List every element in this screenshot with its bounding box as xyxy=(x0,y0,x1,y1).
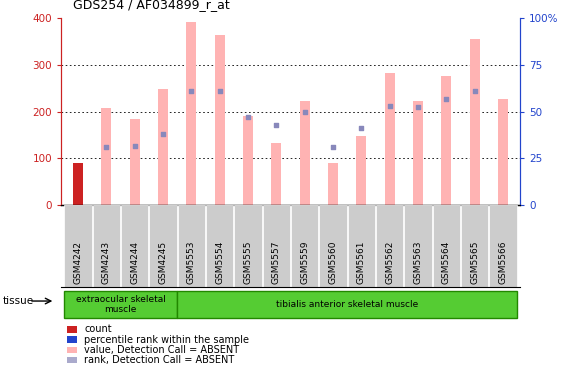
Point xyxy=(300,109,309,115)
Bar xyxy=(356,136,366,205)
Bar xyxy=(130,119,139,205)
Text: GSM5555: GSM5555 xyxy=(243,240,253,284)
Bar xyxy=(469,39,480,205)
Bar xyxy=(442,76,451,205)
Point xyxy=(357,125,366,131)
Text: tissue: tissue xyxy=(3,296,34,306)
Text: GSM5561: GSM5561 xyxy=(357,240,366,284)
Text: value, Detection Call = ABSENT: value, Detection Call = ABSENT xyxy=(84,345,239,355)
Point xyxy=(470,88,479,94)
Text: GSM5554: GSM5554 xyxy=(215,240,224,284)
Text: GSM4242: GSM4242 xyxy=(74,241,83,284)
Text: GSM5563: GSM5563 xyxy=(414,240,422,284)
Point xyxy=(187,88,196,94)
Bar xyxy=(73,163,83,205)
Text: GSM5562: GSM5562 xyxy=(385,240,394,284)
Text: GSM4245: GSM4245 xyxy=(159,240,167,284)
Text: count: count xyxy=(84,324,112,335)
Bar xyxy=(187,22,196,205)
Bar xyxy=(215,35,225,205)
Text: GSM5566: GSM5566 xyxy=(498,240,507,284)
Point xyxy=(442,96,451,101)
Text: rank, Detection Call = ABSENT: rank, Detection Call = ABSENT xyxy=(84,355,235,365)
Text: tibialis anterior skeletal muscle: tibialis anterior skeletal muscle xyxy=(276,300,418,309)
Point xyxy=(243,114,253,120)
Text: GSM5564: GSM5564 xyxy=(442,240,451,284)
Bar xyxy=(158,89,168,205)
Point xyxy=(272,122,281,128)
Text: GSM5557: GSM5557 xyxy=(272,240,281,284)
Bar xyxy=(498,98,508,205)
Point xyxy=(102,144,111,150)
Text: GSM4244: GSM4244 xyxy=(130,241,139,284)
Bar xyxy=(243,116,253,205)
Bar xyxy=(271,143,281,205)
Text: GSM4243: GSM4243 xyxy=(102,240,111,284)
Point xyxy=(215,88,224,94)
Text: GSM5565: GSM5565 xyxy=(470,240,479,284)
Text: extraocular skeletal
muscle: extraocular skeletal muscle xyxy=(76,295,166,314)
Point xyxy=(159,131,168,137)
Text: GSM5553: GSM5553 xyxy=(187,240,196,284)
Point xyxy=(385,103,394,109)
Point xyxy=(130,143,139,149)
Bar xyxy=(385,73,394,205)
Text: percentile rank within the sample: percentile rank within the sample xyxy=(84,335,249,345)
Point xyxy=(413,104,422,110)
Point xyxy=(328,144,338,150)
Bar xyxy=(328,163,338,205)
Text: GDS254 / AF034899_r_at: GDS254 / AF034899_r_at xyxy=(73,0,229,11)
Text: GSM5559: GSM5559 xyxy=(300,240,309,284)
Bar xyxy=(300,101,310,205)
Bar xyxy=(101,108,112,205)
Bar xyxy=(413,101,423,205)
Text: GSM5560: GSM5560 xyxy=(328,240,338,284)
